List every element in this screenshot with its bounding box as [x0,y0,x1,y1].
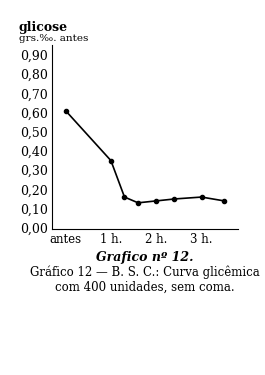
Text: grs.‰. antes: grs.‰. antes [19,34,88,44]
Text: Grafico nº 12.: Grafico nº 12. [96,251,194,264]
Text: Gráfico 12 — B. S. C.: Curva glicêmica
com 400 unidades, sem coma.: Gráfico 12 — B. S. C.: Curva glicêmica c… [30,266,260,294]
Text: glicose: glicose [19,21,68,34]
